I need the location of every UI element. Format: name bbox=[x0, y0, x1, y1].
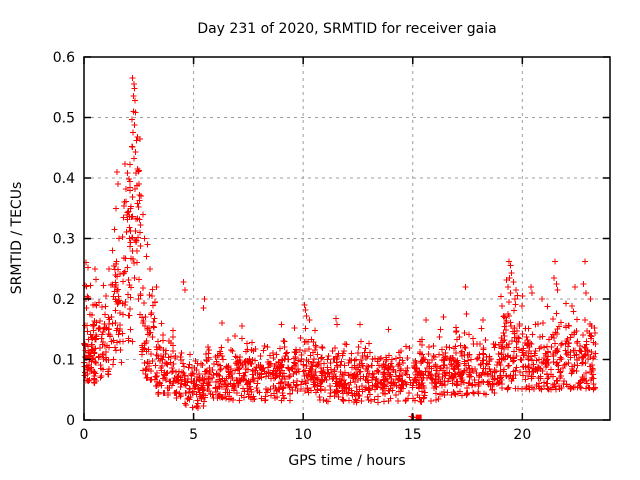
data-point-square bbox=[415, 414, 422, 421]
y-axis-label: SRMTID / TECUs bbox=[9, 181, 25, 295]
y-tick-label: 0.4 bbox=[53, 171, 75, 187]
y-tick-label: 0.6 bbox=[53, 50, 75, 66]
x-tick-label: 0 bbox=[80, 427, 89, 443]
y-tick-label: 0.3 bbox=[53, 232, 75, 248]
y-tick-label: 0 bbox=[66, 413, 75, 429]
chart-title: Day 231 of 2020, SRMTID for receiver gai… bbox=[197, 21, 497, 37]
x-tick-label: 15 bbox=[404, 427, 422, 443]
x-tick-label: 20 bbox=[513, 427, 531, 443]
x-axis-label: GPS time / hours bbox=[288, 453, 406, 469]
y-tick-label: 0.5 bbox=[53, 111, 75, 127]
y-tick-label: 0.1 bbox=[53, 353, 75, 369]
y-tick-label: 0.2 bbox=[53, 292, 75, 308]
x-tick-label: 5 bbox=[189, 427, 198, 443]
data-points bbox=[81, 75, 599, 421]
x-tick-label: 10 bbox=[294, 427, 312, 443]
